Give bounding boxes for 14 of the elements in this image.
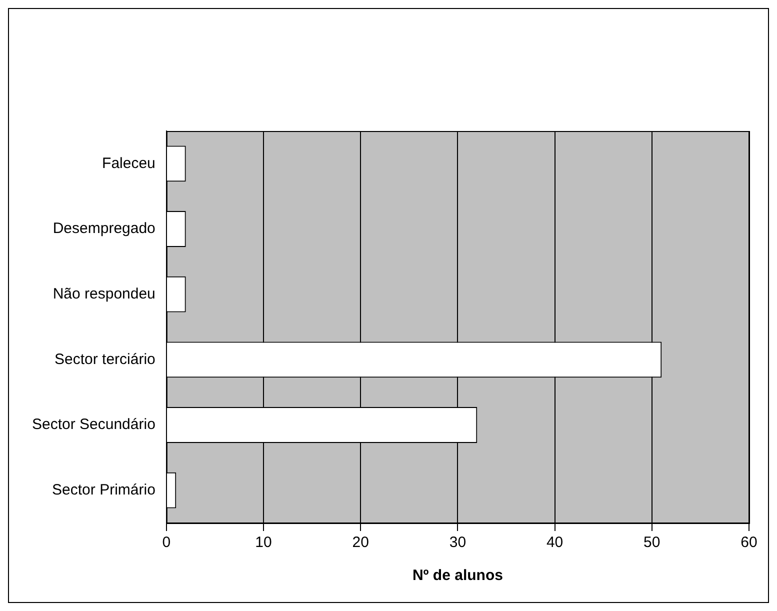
x-tick-label: 30 [449,534,466,552]
y-tick-label: Sector Primário [52,481,156,498]
x-tick-label: 20 [352,534,369,552]
x-tick-label: 50 [644,534,660,552]
y-tick-label: Faleceu [102,154,156,172]
x-axis-title: Nº de alunos [412,567,503,584]
y-tick-label: Desempregado [52,220,156,238]
x-tick-label: 40 [546,534,564,552]
y-tick-label: Sector terciário [54,350,156,368]
x-tick-label: 0 [162,534,171,552]
y-tick-label: Não respondeu [52,285,156,302]
y-tick-label: Sector Secundário [32,416,156,434]
x-tick-label: 60 [740,534,758,552]
x-tick-label: 10 [255,534,272,552]
